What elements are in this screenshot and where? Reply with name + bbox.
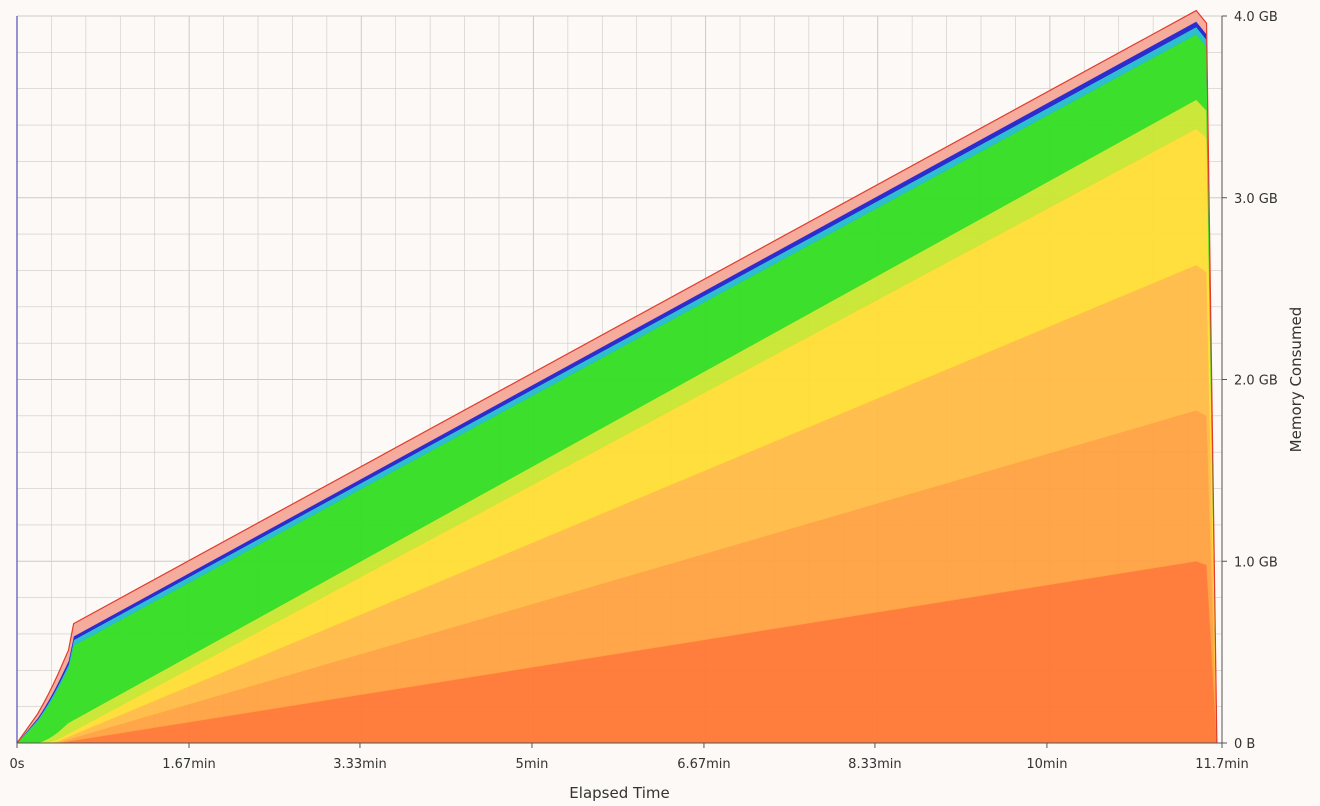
- stacked-areas: [16, 10, 1218, 744]
- peak-outline-line: [16, 9, 1218, 744]
- y-tick-label: 1.0 GB: [1234, 555, 1278, 570]
- peak-outline: [16, 9, 1218, 744]
- y-axis-title: Memory Consumed: [1287, 307, 1305, 453]
- y-tick-label: 3.0 GB: [1234, 192, 1278, 207]
- x-tick-label: 6.67min: [677, 757, 730, 772]
- y-tick-label: 4.0 GB: [1234, 10, 1278, 25]
- y-tick-label: 0 B: [1234, 737, 1255, 752]
- x-tick-label: 11.7min: [1195, 757, 1248, 772]
- x-tick-label: 0s: [9, 757, 24, 772]
- y-tick-labels: 0 B 1.0 GB 2.0 GB 3.0 GB 4.0 GB: [1222, 10, 1278, 752]
- x-tick-label: 1.67min: [162, 757, 215, 772]
- x-tick-labels: 0s 1.67min 3.33min 5min 6.67min 8.33min 10min 1…: [9, 743, 1249, 772]
- x-tick-label: 5min: [516, 757, 549, 772]
- x-tick-label: 3.33min: [333, 757, 386, 772]
- y-tick-label: 2.0 GB: [1234, 374, 1278, 389]
- x-tick-label: 10min: [1026, 757, 1067, 772]
- x-tick-label: 8.33min: [848, 757, 901, 772]
- x-axis-title: Elapsed Time: [569, 784, 669, 802]
